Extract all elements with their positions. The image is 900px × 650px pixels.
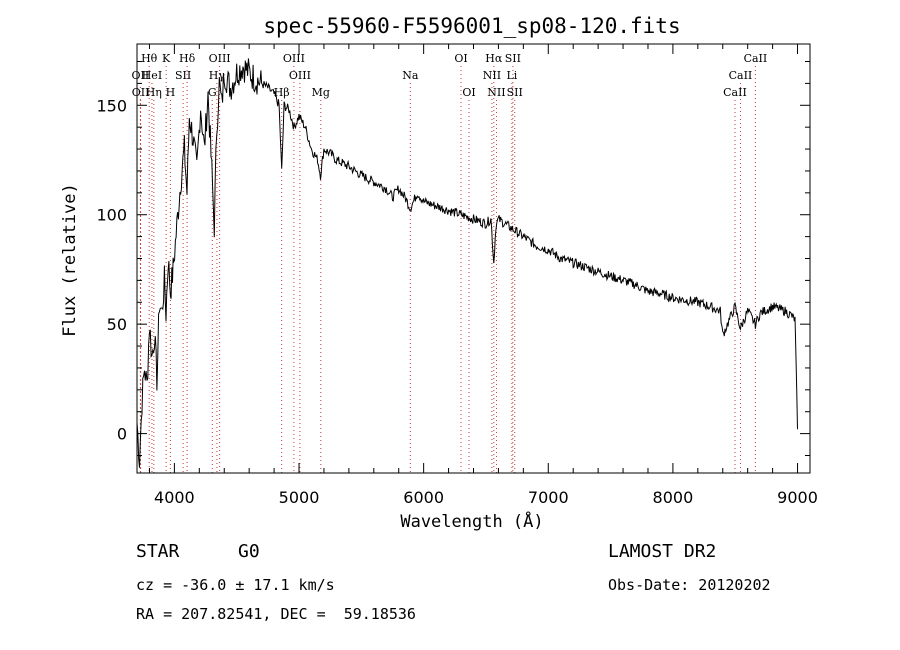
line-label: OI (462, 86, 475, 99)
line-label: SII (507, 86, 523, 99)
line-label: SII (505, 52, 521, 65)
x-axis-ticks: 4000 5000 6000 7000 8000 9000 (148, 44, 818, 507)
line-label: CaII (744, 52, 768, 65)
x-tick-label: 8000 (653, 488, 694, 507)
line-label: OI (454, 52, 467, 65)
line-label: OII (132, 86, 150, 99)
line-label: K (162, 52, 171, 65)
chart-title: spec-55960-F5596001_sp08-120.fits (263, 14, 680, 38)
y-tick-label: 50 (107, 315, 127, 334)
line-label: Hθ (141, 52, 158, 65)
line-label: OIII (209, 52, 231, 65)
line-markers (139, 66, 756, 473)
line-label: OII (132, 69, 150, 82)
line-label: Hγ (209, 69, 226, 82)
x-tick-label: 6000 (403, 488, 444, 507)
line-label: OIII (283, 52, 305, 65)
x-tick-label: 7000 (528, 488, 569, 507)
x-axis-title: Wavelength (Å) (400, 510, 543, 532)
obs-date: Obs-Date: 20120202 (608, 576, 771, 594)
redshift-info: cz = -36.0 ± 17.1 km/s (136, 576, 335, 594)
plot-frame (136, 43, 811, 474)
x-tick-label: 9000 (777, 488, 818, 507)
line-label: HeI (142, 69, 162, 82)
spectrum-line (136, 58, 798, 468)
y-tick-label: 100 (96, 206, 127, 225)
line-label: OIII (289, 69, 311, 82)
line-label: NII (487, 86, 505, 99)
line-label: H (166, 86, 176, 99)
line-label: NII (483, 69, 501, 82)
line-label: Hη (146, 86, 162, 99)
y-tick-label: 150 (96, 96, 127, 115)
line-label: Li (506, 69, 517, 82)
x-tick-label: 4000 (154, 488, 195, 507)
line-label: G (208, 86, 217, 99)
object-subclass: G0 (238, 541, 260, 562)
line-label: Hβ (274, 86, 290, 99)
line-label: CaII (729, 69, 753, 82)
y-axis-title: Flux (relative) (60, 183, 80, 337)
line-label: Mg (312, 86, 330, 99)
x-tick-label: 5000 (279, 488, 320, 507)
coordinates: RA = 207.82541, DEC = 59.18536 (136, 605, 416, 623)
line-label: CaII (723, 86, 747, 99)
line-label: Na (402, 69, 419, 82)
y-tick-label: 0 (117, 425, 127, 444)
y-axis-ticks: 0 50 100 150 (96, 61, 810, 456)
line-label: SII (175, 69, 191, 82)
line-label: Hδ (179, 52, 196, 65)
survey-name: LAMOST DR2 (608, 541, 717, 562)
object-class: STAR (136, 541, 180, 562)
line-label: Hα (485, 52, 503, 65)
